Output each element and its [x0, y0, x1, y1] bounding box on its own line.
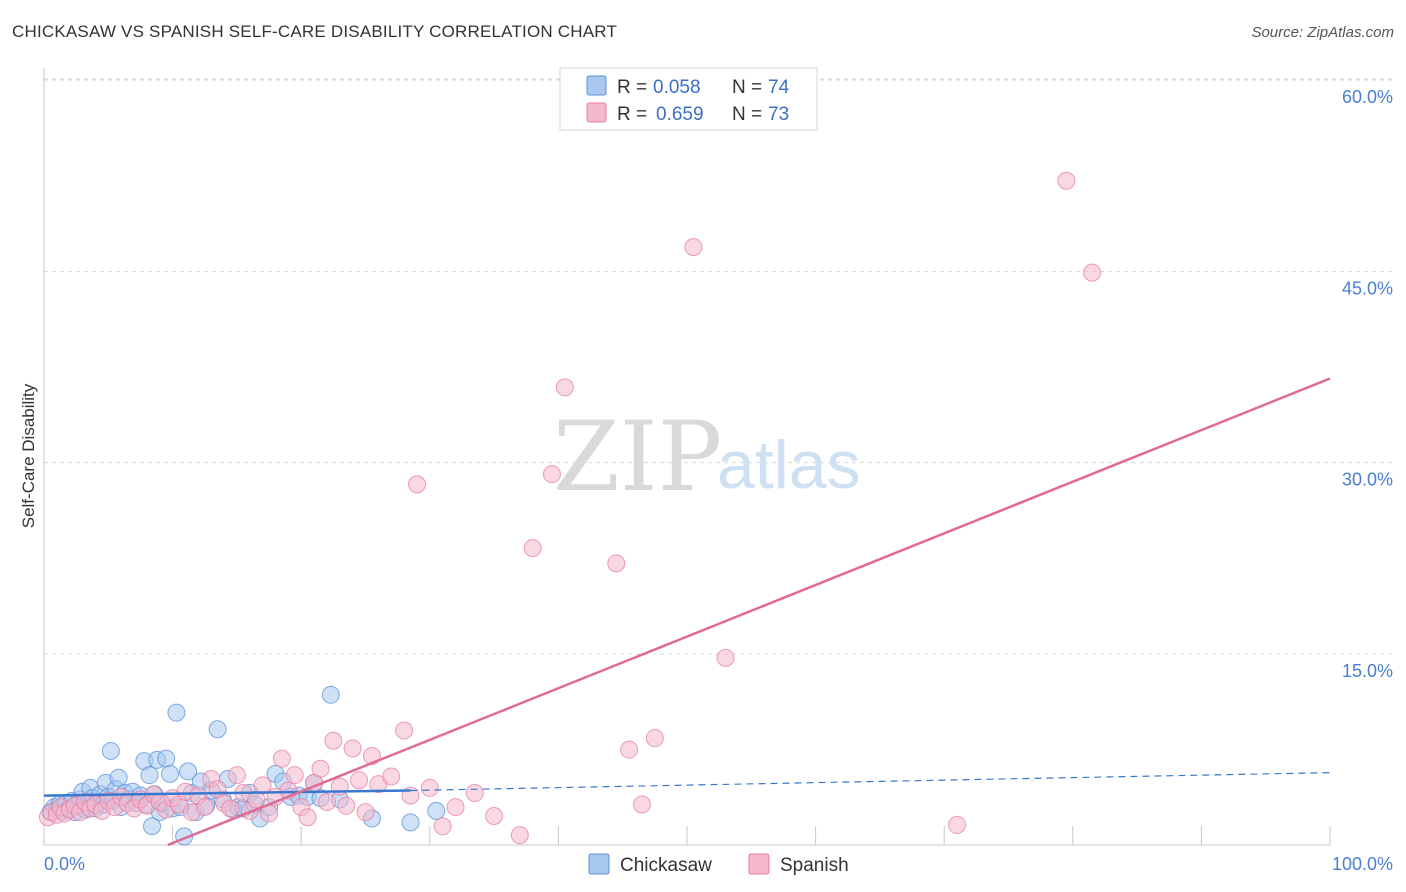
point-chickasaw-25 [109, 768, 128, 787]
point-spanish-56 [395, 721, 414, 740]
point-chickasaw-40 [157, 749, 176, 768]
point-chickasaw-69 [321, 685, 340, 704]
point-spanish-66 [542, 465, 561, 484]
legend-r-label-spanish: R = [617, 104, 647, 125]
point-spanish-67 [555, 378, 574, 397]
point-spanish-47 [324, 731, 343, 750]
point-spanish-61 [446, 798, 465, 817]
point-spanish-50 [343, 739, 362, 758]
x-tick-labels: 0.0% 100.0% [44, 826, 1393, 874]
point-spanish-43 [298, 808, 317, 827]
bottom-legend-label-chickasaw: Chickasaw [620, 855, 712, 876]
legend-r-value-chickasaw: 0.058 [653, 77, 701, 98]
x-tick-label-0: 0.0% [44, 854, 85, 874]
point-spanish-45 [311, 759, 330, 778]
point-spanish-55 [382, 767, 401, 786]
chart-title: CHICKASAW VS SPANISH SELF-CARE DISABILIT… [12, 22, 618, 41]
point-spanish-31 [221, 799, 240, 818]
point-spanish-27 [195, 798, 214, 817]
watermark-zip: ZIP [553, 401, 722, 513]
y-tick-label-15: 15.0% [1342, 661, 1393, 681]
trend-line-chickasaw-solid [43, 789, 411, 797]
point-spanish-59 [420, 778, 439, 797]
point-spanish-60 [433, 817, 452, 836]
y-axis-title: Self-Care Disability [19, 383, 38, 528]
point-spanish-39 [272, 749, 291, 768]
bottom-legend-swatch-chickasaw [588, 853, 610, 875]
y-tick-label-45: 45.0% [1342, 278, 1393, 298]
point-spanish-74 [948, 815, 967, 834]
point-spanish-62 [465, 784, 484, 803]
grid-layer [44, 78, 1394, 655]
trend-line-spanish [167, 377, 1331, 847]
trend-line-chickasaw-dashed [410, 772, 1331, 792]
point-chickasaw-35 [143, 817, 162, 836]
point-spanish-58 [407, 475, 426, 494]
bottom-legend: Chickasaw Spanish [588, 853, 849, 876]
point-chickasaw-52 [208, 720, 227, 739]
legend-r-value-spanish: 0.659 [656, 104, 704, 125]
point-spanish-51 [350, 771, 369, 790]
point-spanish-46 [317, 792, 336, 811]
point-spanish-72 [684, 238, 703, 257]
point-spanish-32 [227, 766, 246, 785]
point-chickasaw-72 [401, 813, 420, 832]
point-spanish-64 [510, 826, 529, 845]
legend-n-value-chickasaw: 74 [768, 77, 790, 98]
point-spanish-76 [1083, 263, 1102, 282]
x-tick-label-100: 100.0% [1332, 854, 1393, 874]
point-spanish-41 [285, 766, 304, 785]
legend-swatch-spanish [586, 102, 607, 123]
point-spanish-69 [620, 740, 639, 759]
legend-swatch-chickasaw [586, 75, 607, 96]
point-chickasaw-34 [140, 766, 159, 785]
legend-r-label-chickasaw: R = [617, 77, 647, 98]
chart-source: Source: ZipAtlas.com [1251, 24, 1394, 41]
y-tick-labels: 15.0% 30.0% 45.0% 60.0% [1342, 87, 1393, 681]
legend-n-label-chickasaw: N = [732, 77, 762, 98]
legend-n-label-spanish: N = [732, 104, 762, 125]
points-layer [38, 171, 1102, 846]
point-chickasaw-43 [167, 703, 186, 722]
bottom-legend-swatch-spanish [748, 853, 770, 875]
point-spanish-63 [485, 806, 504, 825]
point-spanish-75 [1057, 171, 1076, 190]
point-spanish-70 [632, 795, 651, 814]
y-tick-label-30: 30.0% [1342, 470, 1393, 490]
watermark-atlas: atlas [717, 427, 861, 503]
y-tick-label-60: 60.0% [1342, 87, 1393, 107]
watermark: ZIP atlas [553, 401, 861, 513]
point-spanish-73 [716, 648, 735, 667]
point-chickasaw-46 [179, 762, 198, 781]
point-chickasaw-73 [427, 801, 446, 820]
point-spanish-68 [607, 554, 626, 573]
point-spanish-49 [337, 796, 356, 815]
legend-n-value-spanish: 73 [768, 104, 789, 125]
point-spanish-36 [253, 776, 272, 795]
legend-box: R = 0.058 N = 74 R = 0.659 N = 73 [559, 67, 818, 131]
trend-layer [43, 377, 1331, 847]
point-chickasaw-41 [161, 764, 180, 783]
point-spanish-71 [645, 729, 664, 748]
point-spanish-65 [523, 539, 542, 558]
point-chickasaw-22 [101, 741, 120, 760]
point-spanish-52 [356, 803, 375, 822]
bottom-legend-label-spanish: Spanish [780, 855, 849, 876]
